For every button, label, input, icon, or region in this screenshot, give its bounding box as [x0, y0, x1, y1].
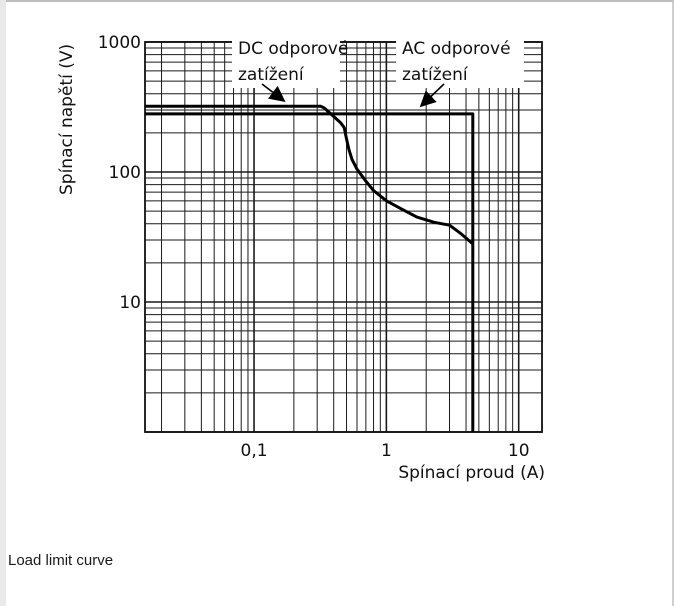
ac-load-curve — [145, 112, 475, 432]
x-axis-label: Spínací proud (A) — [398, 463, 545, 483]
chart-series — [145, 104, 475, 432]
ac-annotation-box — [396, 34, 524, 88]
dc-annotation-text: zatížení — [238, 65, 305, 85]
y-axis-label: Spínací napětí (V) — [57, 44, 77, 195]
dc-annotation-text: DC odporové — [238, 39, 348, 59]
y-tick-label: 100 — [109, 163, 141, 183]
dc-annotation-arrow — [261, 83, 286, 102]
ac-annotation-arrow — [419, 83, 445, 108]
chart-annotations: DC odporové zatížení AC odporové zatížení — [232, 34, 524, 108]
chart-grid — [144, 41, 543, 433]
y-tick-label: 1000 — [98, 33, 141, 53]
figure-caption: Load limit curve — [8, 552, 114, 569]
x-tick-label: 10 — [508, 441, 530, 461]
dc-annotation-box — [232, 34, 340, 88]
y-tick-label: 10 — [119, 293, 141, 313]
x-tick-label: 1 — [381, 441, 392, 461]
x-tick-label: 0,1 — [241, 441, 268, 461]
chart-tick-labels: 0,1 1 10 10 100 1000 — [98, 33, 530, 461]
left-edge-bar — [0, 0, 6, 606]
ac-annotation-text: AC odporové — [402, 39, 511, 59]
plot-border — [144, 41, 543, 433]
ac-annotation-text: zatížení — [402, 65, 469, 85]
